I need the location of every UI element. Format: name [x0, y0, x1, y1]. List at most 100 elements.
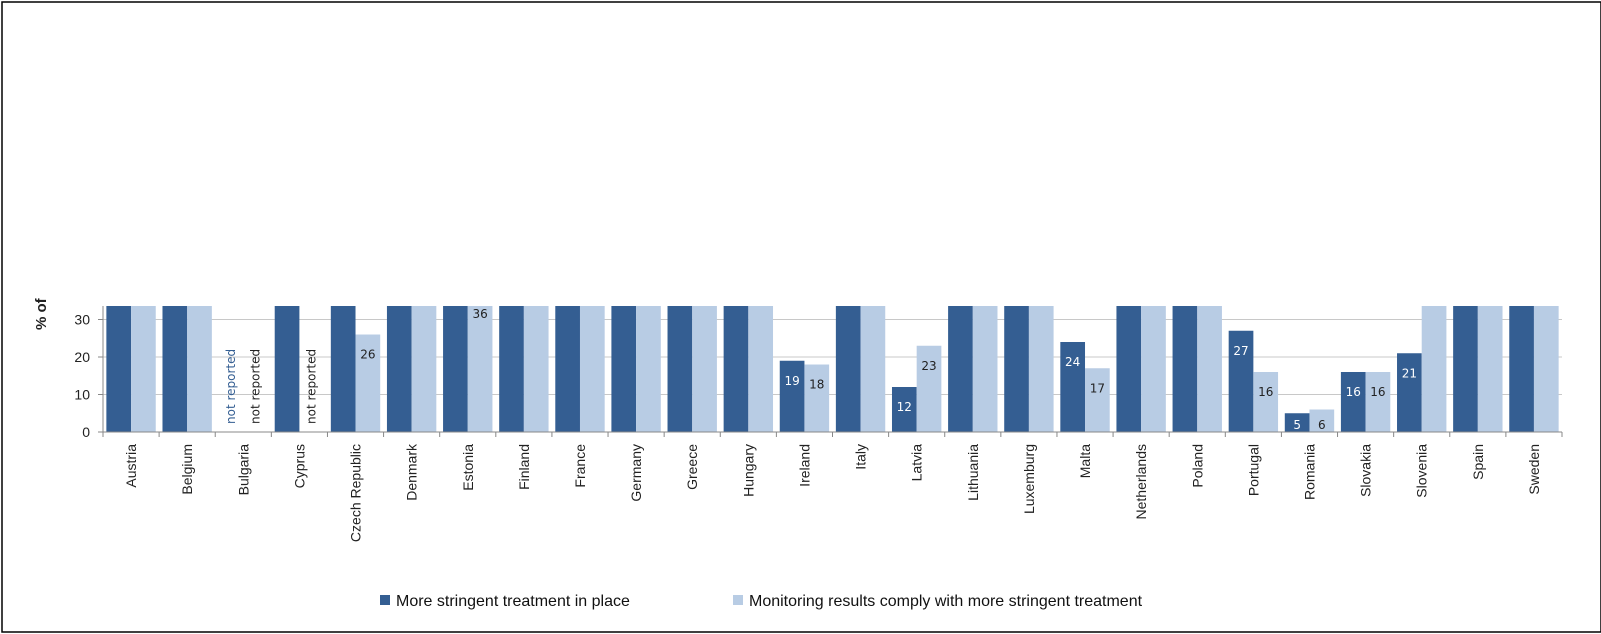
x-tick-label: Belgium [179, 444, 195, 495]
bar [748, 306, 774, 432]
bar [1284, 413, 1310, 432]
y-tick-label: 0 [82, 424, 90, 440]
x-tick-label: Sweden [1526, 444, 1542, 495]
x-tick-label: France [572, 444, 588, 488]
data-label: 12 [897, 400, 912, 414]
x-tick-label: Netherlands [1133, 444, 1149, 520]
data-label: 16 [1258, 385, 1273, 399]
legend-label-series-1: More stringent treatment in place [396, 593, 630, 610]
data-label: 24 [1065, 355, 1080, 369]
data-label: 18 [809, 378, 824, 392]
bar [1309, 409, 1335, 432]
bar [692, 306, 717, 432]
not-reported-label: not reported [305, 349, 319, 424]
bar [1340, 372, 1366, 432]
bar [1421, 306, 1447, 432]
x-tick-label: Estonia [460, 444, 476, 491]
bar [1004, 306, 1029, 432]
bar [274, 306, 300, 432]
bar [555, 306, 580, 432]
x-tick-label: Portugal [1245, 444, 1261, 496]
data-label: 16 [1346, 385, 1361, 399]
bar [499, 306, 524, 432]
x-tick-label: Ireland [796, 444, 812, 487]
y-tick-label: 30 [74, 312, 90, 328]
data-label: 21 [1402, 366, 1417, 380]
data-label: 5 [1293, 418, 1301, 432]
x-tick-label: Austria [123, 444, 139, 488]
x-tick-label: Slovenia [1414, 444, 1430, 498]
bar [779, 360, 805, 432]
bar [835, 306, 861, 432]
legend-label-series-2: Monitoring results comply with more stri… [749, 593, 1143, 610]
data-label: 23 [921, 359, 936, 373]
y-tick-label: 20 [74, 349, 90, 365]
bar [386, 306, 412, 432]
y-axis-label: % of [33, 297, 50, 330]
bar [860, 306, 886, 432]
not-reported-label: not reported [224, 349, 238, 424]
bar [1397, 353, 1422, 432]
bar [523, 306, 549, 432]
bar [1028, 306, 1054, 432]
legend-swatch-series-2 [733, 595, 743, 605]
bar [411, 306, 437, 432]
legend: More stringent treatment in place Monito… [380, 593, 1143, 610]
bar [1141, 306, 1166, 432]
bar [1228, 330, 1254, 432]
bar [804, 364, 830, 432]
bar [1085, 368, 1110, 432]
labels-layer: not reported 19 12 24 27 5 16 21 not reported not… [224, 307, 1417, 432]
bar [611, 306, 637, 432]
bar [1116, 306, 1142, 432]
x-tick-label: Spain [1470, 444, 1486, 480]
bar [1509, 306, 1534, 432]
x-tick-label: Finland [516, 444, 532, 490]
bar [667, 306, 693, 432]
bars-layer [106, 306, 1559, 432]
data-label: 6 [1318, 418, 1326, 432]
x-tick-label: Slovakia [1358, 444, 1374, 497]
x-tick-label: Malta [1077, 444, 1093, 478]
not-reported-label: not reported [249, 349, 263, 424]
bar [443, 306, 468, 432]
bar [1477, 306, 1503, 432]
x-tick-label: Greece [684, 444, 700, 490]
x-tick-label: Bulgaria [235, 444, 251, 496]
data-label: 16 [1370, 385, 1385, 399]
bar [1365, 372, 1391, 432]
bar [916, 345, 942, 432]
x-tick-label: Lithuania [965, 444, 981, 501]
bar [131, 306, 156, 432]
data-label: 17 [1090, 381, 1105, 395]
bar [355, 334, 381, 432]
data-label: 36 [472, 307, 487, 321]
bar [1453, 306, 1478, 432]
x-tick-label: Cyprus [291, 444, 307, 488]
bar [467, 306, 493, 432]
legend-swatch-series-1 [380, 595, 390, 605]
bar [106, 306, 132, 432]
data-label: 19 [784, 374, 799, 388]
bar [1197, 306, 1222, 432]
x-tick-label: Latvia [909, 444, 925, 482]
bar [330, 306, 356, 432]
bar [723, 306, 749, 432]
bar [1060, 342, 1086, 432]
bar [948, 306, 973, 432]
bar [972, 306, 998, 432]
x-tick-label: Czech Republic [348, 444, 364, 542]
y-tick-label: 10 [74, 387, 90, 403]
x-tick-label: Germany [628, 444, 644, 502]
bar [1253, 372, 1279, 432]
bar [1172, 306, 1198, 432]
x-tick-label: Hungary [740, 444, 756, 497]
data-label: 27 [1233, 344, 1248, 358]
x-tick-label: Poland [1189, 444, 1205, 488]
bar [636, 306, 661, 432]
bar [1533, 306, 1559, 432]
bar [162, 306, 188, 432]
